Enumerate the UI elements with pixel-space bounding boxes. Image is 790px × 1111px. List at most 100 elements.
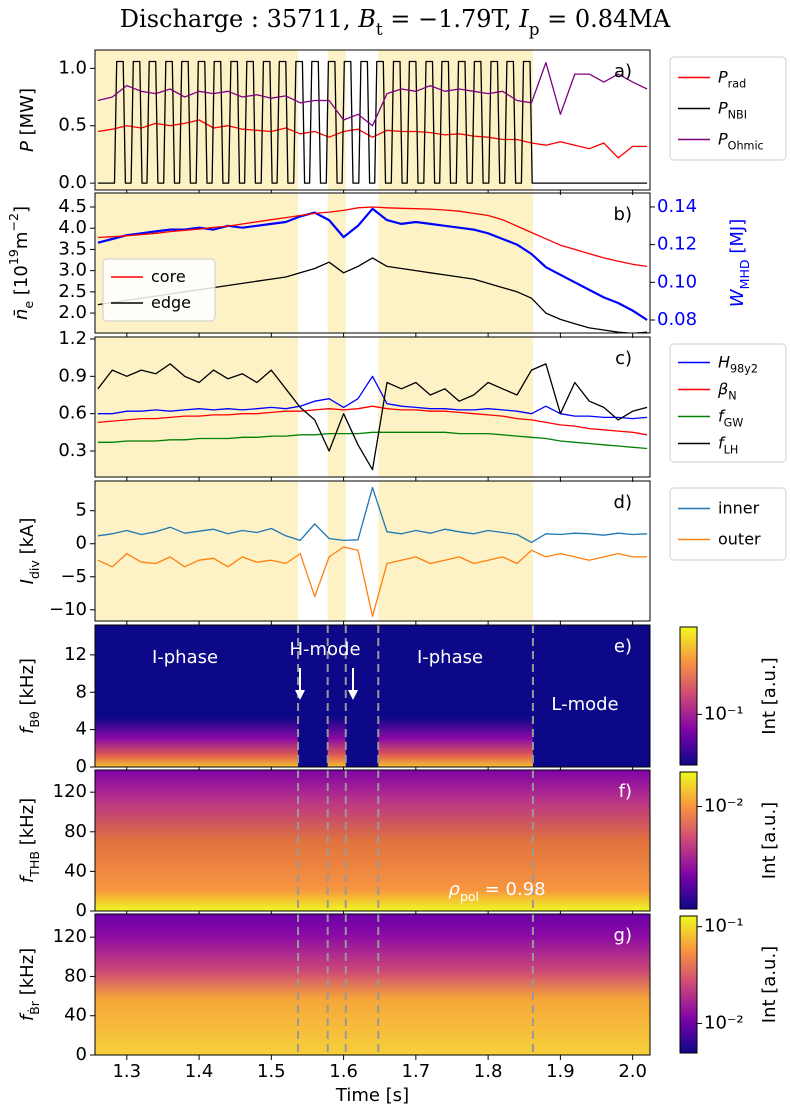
- text-part: ρ: [448, 879, 460, 900]
- text-part: Bθ: [27, 711, 42, 728]
- y-tick-label: 0.9: [58, 365, 87, 386]
- y-tick-label: 3.5: [58, 238, 87, 259]
- colorbar-tick-label: 10⁻¹: [704, 916, 744, 937]
- colorbar-tick-label: 10⁻²: [704, 1012, 744, 1033]
- text-part: f: [17, 874, 38, 883]
- panel: 10⁻² Int [a.u.] ρpol = 0.98 f) 0 40 80 120 fTHB …: [17, 769, 780, 921]
- text-part: 19: [6, 249, 21, 265]
- y-tick-label: 0.3: [58, 440, 87, 461]
- text-part: f: [17, 725, 38, 734]
- series-line: [97, 363, 648, 471]
- text-part: B: [357, 5, 376, 33]
- arrow-head: [295, 690, 305, 700]
- text-part: n̄: [11, 309, 32, 320]
- phase-shade: [378, 337, 533, 477]
- panel: 10⁻² 10⁻¹ Int [a.u.] g) 0 40 80 120 fḂr [kHz] 1.3…: [17, 913, 780, 1106]
- text-part: Discharge : 35711,: [120, 5, 358, 33]
- text-part: Ḃr: [27, 1000, 42, 1015]
- y-tick-label: 4.5: [58, 196, 87, 217]
- y-axis-label: n̄e [1019m−2]: [6, 206, 36, 320]
- x-axis-label: Time [s]: [335, 1085, 409, 1106]
- legend-sub: N: [728, 389, 736, 402]
- series-line: [97, 206, 648, 268]
- x-tick-label: 1.7: [402, 1061, 431, 1082]
- annotation: L-mode: [551, 694, 618, 715]
- y-tick-label: 0: [76, 533, 87, 554]
- y-tick-label: 120: [53, 781, 87, 802]
- y-tick-label: 0: [76, 756, 87, 777]
- legend-box: [102, 258, 216, 322]
- legend-sub: GW: [724, 416, 744, 429]
- series-line: [97, 431, 648, 450]
- figure-title: Discharge : 35711, Bt = −1.79T, Ip = 0.8…: [120, 5, 671, 39]
- y-tick-label: 2.5: [58, 281, 87, 302]
- x-tick-label: 1.3: [112, 1061, 141, 1082]
- y-tick-label: 8: [76, 681, 87, 702]
- text-part: I: [17, 579, 38, 584]
- y-tick-label: 3.0: [58, 260, 87, 281]
- axes-frame: [94, 192, 651, 334]
- colorbar-label: Int [a.u.]: [759, 657, 780, 734]
- plot-area: [95, 770, 650, 911]
- panel: 10⁻¹ Int [a.u.] I-phase H-mode I-phase L-mode…: [17, 624, 780, 777]
- legend-label: H98y2: [718, 352, 758, 375]
- text-part: P: [17, 141, 38, 152]
- text-part: MHD: [737, 259, 752, 289]
- axes-frame: [94, 336, 651, 478]
- phase-shade: [378, 481, 533, 621]
- series-line: [97, 207, 648, 321]
- y2-axis-label: WMHD [MJ]: [727, 219, 752, 307]
- y-tick-label: 4.0: [58, 217, 87, 238]
- text-part: t: [376, 19, 383, 39]
- panel: b) 2.02.53.03.54.04.5 0.08 0.10 0.12 0.14 WMHD…: [6, 192, 752, 338]
- axes-frame: [94, 49, 651, 191]
- text-part: [kA]: [17, 518, 38, 561]
- legend-box: [669, 56, 787, 161]
- text-part: I: [518, 5, 529, 33]
- series-line: [97, 375, 648, 420]
- y-tick-label: 5: [76, 500, 87, 521]
- text-part: m: [11, 232, 32, 250]
- x-tick-label: 1.6: [329, 1061, 358, 1082]
- legend-label: PNBI: [718, 98, 747, 121]
- y2-tick-label: 0.08: [657, 309, 697, 330]
- legend-label: fGW: [718, 406, 743, 429]
- series-line: [97, 405, 648, 436]
- legend-name: β: [717, 379, 728, 398]
- y2-tick-label: 0.12: [657, 234, 697, 255]
- text-part: ]: [11, 206, 32, 213]
- axes-frame: [94, 624, 651, 768]
- legend: core edge: [102, 258, 216, 322]
- legend-label: Prad: [718, 67, 746, 90]
- x-tick-label: 1.4: [185, 1061, 214, 1082]
- y-tick-label: 0.5: [58, 115, 87, 136]
- y-tick-label: −5: [60, 566, 87, 587]
- legend-name: f: [718, 406, 726, 425]
- spectrogram: [95, 625, 299, 767]
- legend-box: [669, 487, 787, 561]
- arrow-head: [348, 690, 358, 700]
- legend-name: P: [718, 98, 728, 117]
- text-part: [kHz]: [17, 798, 38, 851]
- legend-name: H: [718, 352, 730, 371]
- panel-label: c): [615, 348, 632, 369]
- y2-tick-label: 0.14: [657, 196, 697, 217]
- legend-label: inner: [718, 498, 760, 517]
- y-tick-label: 12: [64, 644, 87, 665]
- x-tick-label: 1.9: [546, 1061, 575, 1082]
- y-axis-label: fḂr [kHz]: [17, 948, 42, 1021]
- legend-sub: NBI: [728, 108, 747, 121]
- y-tick-label: 1.0: [58, 57, 87, 78]
- text-part: THB: [27, 851, 42, 878]
- spectrogram: [95, 770, 650, 911]
- x-tick-label: 1.8: [474, 1061, 503, 1082]
- legend-sub: LH: [724, 443, 739, 456]
- colorbar-tick-label: 10⁻¹: [704, 703, 744, 724]
- phase-shade: [327, 50, 346, 190]
- annotation: H-mode: [289, 639, 360, 660]
- phase-shade: [95, 337, 299, 477]
